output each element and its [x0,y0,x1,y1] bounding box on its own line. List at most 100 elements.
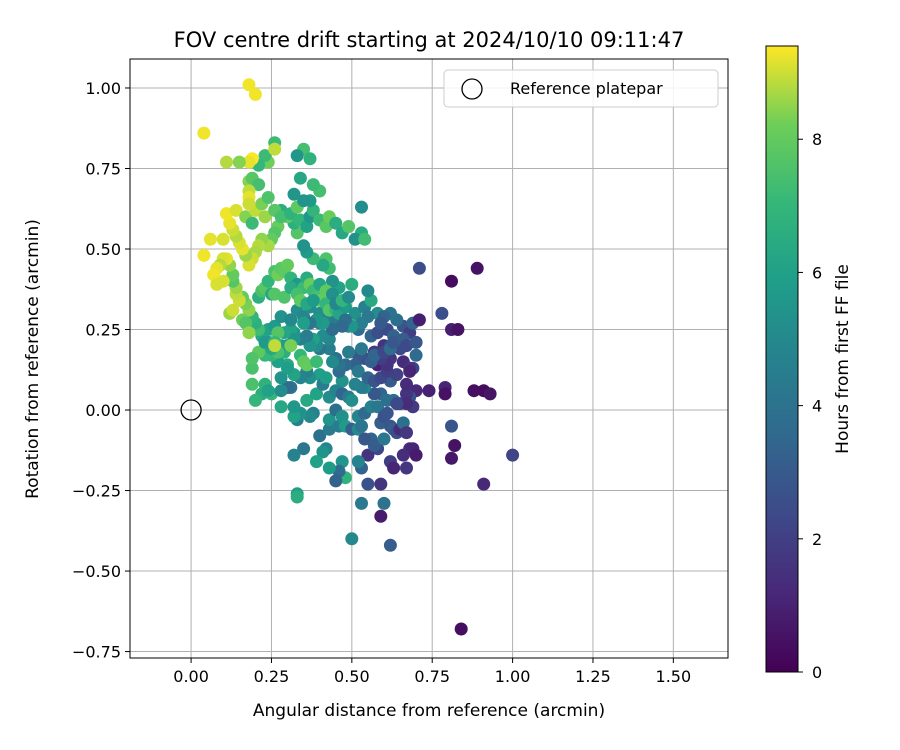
data-point [229,203,243,217]
data-point [380,406,394,420]
data-point [361,477,375,491]
data-point [274,371,288,385]
data-point [470,261,484,275]
data-point [316,445,330,459]
colorbar-ticks: 0 2 4 6 8 [798,130,822,682]
data-point [245,361,259,375]
data-point [409,448,423,462]
data-point [412,261,426,275]
data-point [297,442,311,456]
reference-platepar-marker [180,399,202,421]
x-tick-label: 0.25 [254,667,290,686]
data-point [355,200,368,214]
y-tick-label: −0.75 [72,643,121,662]
data-point [268,339,282,353]
data-point [329,474,343,488]
colorbar-tick-label: 6 [812,263,822,282]
data-point [345,532,359,546]
data-point [374,509,388,523]
data-point [216,274,230,288]
data-point [454,622,468,636]
data-point [322,413,336,427]
data-point [287,400,301,414]
data-point [297,194,311,208]
data-point [258,149,272,163]
data-point [274,400,288,414]
x-tick-label: 1.25 [575,667,611,686]
data-point [322,342,336,356]
x-tick-label: 0.75 [414,667,450,686]
data-point [326,355,339,369]
data-point [281,361,294,375]
y-axis-label: Rotation from reference (arcmin) [23,219,43,499]
data-point [355,496,368,510]
y-tick-label: 1.00 [85,79,121,98]
y-tick-label: −0.25 [72,482,121,501]
data-point [371,400,385,414]
legend-box [443,69,719,108]
data-point [445,451,458,465]
data-point [326,323,339,336]
data-point [342,345,356,359]
data-point [358,432,372,446]
data-point [438,387,452,401]
data-point [377,432,391,446]
data-point [261,384,275,398]
data-point [506,448,520,462]
data-point [216,232,230,246]
data-point [445,274,458,288]
data-point [226,303,240,317]
data-point [351,455,365,469]
data-point [445,419,458,433]
data-point [409,348,423,362]
data-point [396,448,410,462]
data-point [345,393,359,407]
data-point [348,377,362,391]
data-point [293,171,307,185]
legend-reference-marker [461,78,483,100]
data-point [342,220,356,233]
colorbar-gradient [765,45,799,673]
data-point [377,496,391,510]
data-point [367,439,381,452]
data-point [277,290,291,304]
data-point [261,191,275,204]
data-point [326,274,339,288]
data-point [245,352,259,365]
data-point [467,384,481,398]
data-point [310,387,323,401]
x-tick-label: 0.00 [173,667,209,686]
data-point [367,387,381,401]
data-point [400,397,413,411]
x-axis-label: Angular distance from reference (arcmin) [253,701,605,721]
colorbar-label: Hours from first FF file [833,264,853,454]
colorbar-tick-label: 0 [812,663,822,682]
data-point [252,178,266,192]
data-point [412,313,426,327]
data-point [313,429,327,443]
data-point [342,290,356,304]
data-point [345,277,359,291]
data-point [242,78,256,92]
data-point [483,387,497,401]
colorbar: 0 2 4 6 8 Hours from first FF file [765,45,853,682]
data-point [329,216,343,230]
chart-title: FOV centre drift starting at 2024/10/10 … [174,28,685,52]
data-point [361,284,375,298]
x-tick-label: 0.50 [334,667,370,686]
data-point [322,461,336,475]
data-point [355,419,368,433]
data-point [220,155,233,169]
colorbar-tick-label: 8 [812,130,822,149]
data-point [310,355,323,369]
data-point [400,387,413,401]
x-axis-ticks: 0.00 0.25 0.50 0.75 1.00 1.25 1.50 [173,658,691,686]
data-point [290,490,304,504]
reference-marker-layer [180,399,202,421]
data-point [248,393,262,407]
data-point [303,152,317,166]
data-point [422,384,436,398]
data-point [281,258,294,272]
y-tick-label: 0.00 [85,401,121,420]
